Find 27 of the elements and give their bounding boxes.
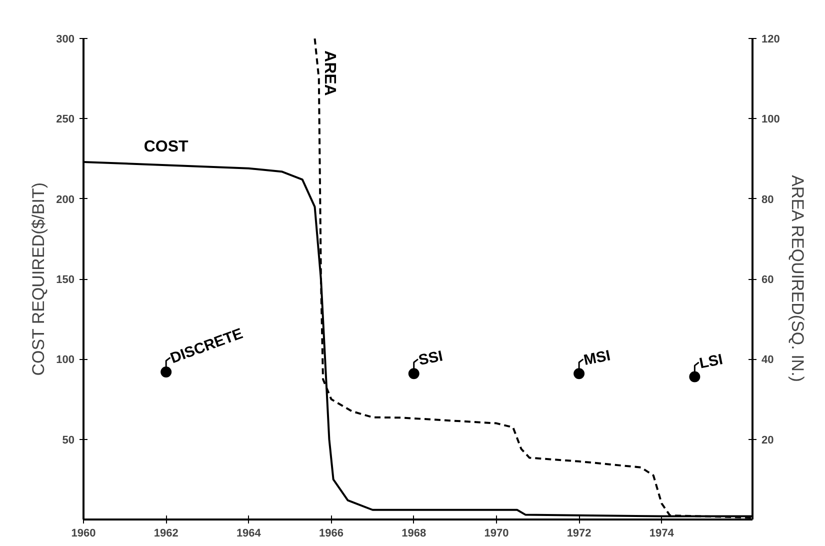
x-tick-label: 1960	[71, 528, 96, 540]
y-tick-label: 300	[56, 34, 75, 46]
x-tick-label: 1966	[319, 528, 344, 540]
annotation: MSI	[582, 347, 612, 370]
y-tick-label: 250	[56, 114, 75, 126]
y2-axis-title: AREA REQUIRED(SQ. IN.)	[788, 175, 807, 382]
x-tick-label: 1962	[154, 528, 178, 540]
y-tick-label: 200	[56, 194, 75, 206]
x-tick-label: 1974	[649, 528, 675, 540]
annotation: LSI	[698, 351, 724, 372]
y2-tick-label: 60	[762, 274, 774, 286]
y2-tick-label: 120	[762, 34, 780, 46]
text: AREA	[320, 50, 338, 96]
y2-tick-label: 20	[762, 434, 774, 446]
y2-tick-label: 100	[762, 114, 780, 126]
y-axis-title: COST REQUIRED($/BIT)	[29, 182, 48, 376]
y-tick-label: 150	[56, 274, 75, 286]
y-tick-label: 50	[62, 434, 75, 446]
x-tick-label: 1968	[402, 528, 426, 540]
x-tick-label: 1972	[566, 528, 592, 540]
series-label: COST	[144, 138, 189, 156]
y2-tick-label: 80	[762, 194, 774, 206]
x-tick-label: 1970	[484, 528, 509, 540]
y-tick-label: 100	[56, 354, 75, 366]
y2-tick-label: 40	[762, 354, 774, 366]
annotation: SSI	[417, 348, 444, 370]
x-tick-label: 1964	[236, 528, 262, 540]
